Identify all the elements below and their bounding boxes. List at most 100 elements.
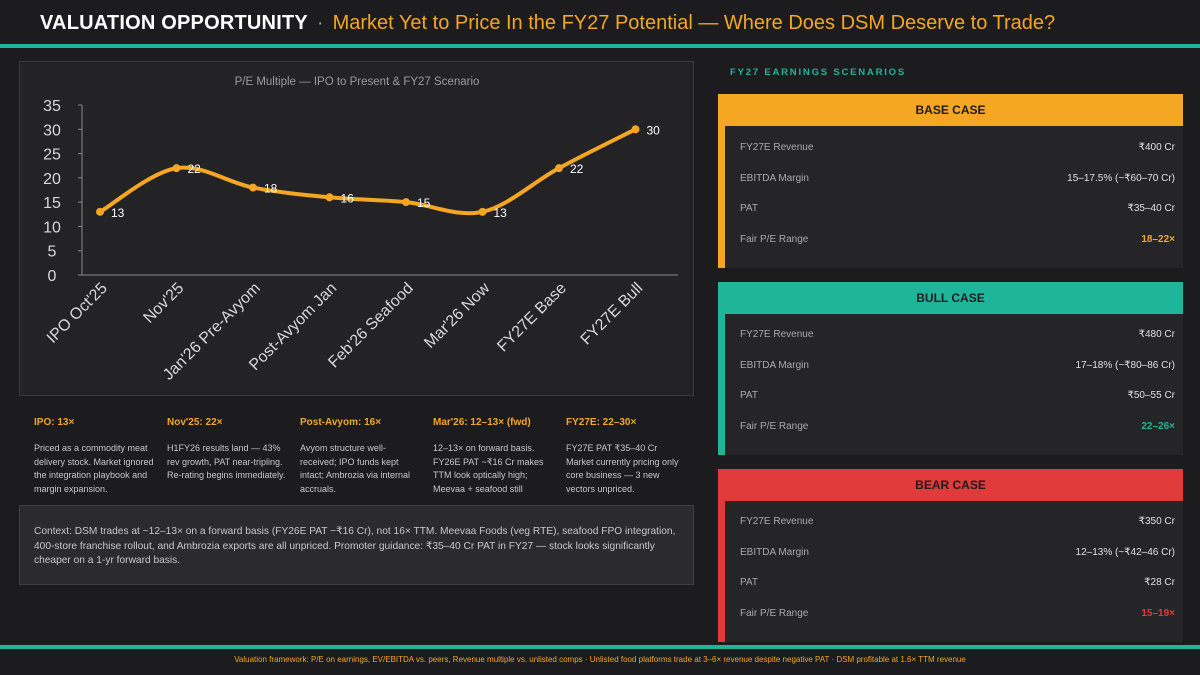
pe-data-point — [631, 125, 640, 134]
note-title: Nov'25: 22× — [167, 417, 223, 428]
row-label: EBITDA Margin — [740, 546, 809, 558]
base-case-card: BASE CASE FY27E Revenue ₹400 Cr EBITDA Ma… — [718, 94, 1183, 268]
note-body: Avyom structure well-received; IPO funds… — [300, 443, 411, 494]
row-label: PAT — [740, 576, 758, 588]
y-tick-label: 15 — [43, 195, 61, 212]
fair-pe-value: 18–22× — [1141, 233, 1175, 245]
pe-data-label: 16 — [341, 191, 355, 205]
bull-case-header: BULL CASE — [718, 282, 1183, 314]
row-label: Fair P/E Range — [740, 607, 809, 619]
scenario-row: Fair P/E Range 22–26× — [740, 418, 1175, 434]
scenario-row: Fair P/E Range 15–19× — [740, 605, 1175, 621]
pe-data-label: 13 — [111, 206, 125, 220]
pe-data-label: 15 — [417, 196, 431, 210]
y-tick-label: 30 — [43, 122, 61, 139]
row-label: EBITDA Margin — [740, 359, 809, 371]
pe-data-point — [555, 164, 563, 173]
y-tick-label: 20 — [43, 171, 61, 188]
note-mar26: Mar'26: 12–13× (fwd) 12–13× on forward b… — [433, 417, 553, 497]
pe-series-line — [98, 127, 638, 216]
scenario-row: Fair P/E Range 18–22× — [740, 231, 1175, 247]
row-label: FY27E Revenue — [740, 515, 814, 527]
row-value: ₹35–40 Cr — [1127, 202, 1176, 214]
page-title: VALUATION OPPORTUNITY — [40, 11, 308, 34]
context-box: Context: DSM trades at ~12–13× on a forw… — [19, 505, 694, 585]
row-label: FY27E Revenue — [740, 141, 814, 153]
pe-data-label: 22 — [570, 162, 584, 176]
pe-data-label: 18 — [264, 182, 278, 196]
row-value: 15–17.5% (~₹60–70 Cr) — [1067, 172, 1175, 184]
note-title: FY27E: 22–30× — [566, 417, 637, 428]
bear-case-card: BEAR CASE FY27E Revenue ₹350 Cr EBITDA Ma… — [718, 469, 1183, 642]
pe-data-point — [172, 164, 181, 173]
x-tick-label: FY27E Bull — [578, 280, 647, 349]
note-body: 12–13× on forward basis. FY26E PAT ~₹16 … — [433, 443, 544, 494]
row-value: ₹28 Cr — [1144, 576, 1175, 588]
x-tick-label: Nov'25 — [140, 280, 187, 327]
pe-data-point — [96, 207, 104, 216]
note-body: FY27E PAT ₹35–40 Cr Market currently pri… — [566, 443, 679, 494]
row-label: Fair P/E Range — [740, 233, 809, 245]
scenario-row: EBITDA Margin 17–18% (~₹80–86 Cr) — [740, 357, 1175, 373]
y-tick-label: 0 — [48, 268, 57, 285]
pe-chart-panel: P/E Multiple — IPO to Present & FY27 Sce… — [19, 61, 694, 396]
scenario-row: PAT ₹35–40 Cr — [740, 200, 1175, 216]
pe-data-point — [249, 183, 257, 192]
bull-case-accent-bar — [718, 282, 725, 455]
pe-data-point — [325, 193, 334, 202]
scenarios-title: FY27 EARNINGS SCENARIOS — [730, 67, 907, 78]
scenario-row: PAT ₹28 Cr — [740, 574, 1175, 590]
y-tick-label: 35 — [43, 98, 61, 115]
note-fy27e: FY27E: 22–30× FY27E PAT ₹35–40 Cr Market… — [566, 417, 686, 496]
note-post-avyom: Post-Avyom: 16× Avyom structure well-rec… — [300, 417, 420, 496]
milestone-notes: IPO: 13× Priced as a commodity meat deli… — [34, 417, 694, 497]
scenario-row: EBITDA Margin 15–17.5% (~₹60–70 Cr) — [740, 170, 1175, 186]
note-ipo: IPO: 13× Priced as a commodity meat deli… — [34, 417, 154, 496]
note-nov25: Nov'25: 22× H1FY26 results land — 43% re… — [167, 417, 287, 483]
title-separator: · — [316, 11, 324, 34]
y-tick-label: 5 — [48, 244, 57, 261]
row-value: ₹50–55 Cr — [1127, 389, 1176, 401]
pe-data-label: 22 — [188, 162, 202, 176]
pe-data-point — [478, 207, 487, 216]
row-value: ₹350 Cr — [1138, 515, 1175, 527]
x-tick-label: Mar'26 Now — [421, 279, 493, 351]
row-label: PAT — [740, 202, 758, 214]
base-case-header: BASE CASE — [718, 94, 1183, 126]
note-body: Priced as a commodity meat delivery stoc… — [34, 443, 154, 494]
row-label: PAT — [740, 389, 758, 401]
x-tick-label: Feb'26 Seafood — [325, 280, 417, 372]
note-title: Post-Avyom: 16× — [300, 417, 382, 428]
scenario-row: EBITDA Margin 12–13% (~₹42–46 Cr) — [740, 544, 1175, 560]
footer-note: Valuation framework: P/E on earnings, EV… — [234, 655, 966, 664]
row-value: ₹480 Cr — [1138, 328, 1175, 340]
scenario-row: FY27E Revenue ₹480 Cr — [740, 326, 1175, 342]
row-value: 12–13% (~₹42–46 Cr) — [1075, 546, 1175, 558]
bull-case-card: BULL CASE FY27E Revenue ₹480 Cr EBITDA Ma… — [718, 282, 1183, 455]
scenario-row: FY27E Revenue ₹400 Cr — [740, 139, 1175, 155]
base-case-accent-bar — [718, 94, 725, 268]
fair-pe-value: 22–26× — [1141, 420, 1175, 432]
row-value: 17–18% (~₹80–86 Cr) — [1075, 359, 1175, 371]
note-title: IPO: 13× — [34, 417, 75, 428]
scenario-row: FY27E Revenue ₹350 Cr — [740, 513, 1175, 529]
fair-pe-value: 15–19× — [1141, 607, 1175, 619]
note-title: Mar'26: 12–13× (fwd) — [433, 417, 531, 428]
bear-case-header: BEAR CASE — [718, 469, 1183, 501]
page-subtitle: Market Yet to Price In the FY27 Potentia… — [332, 11, 1056, 34]
page-header: VALUATION OPPORTUNITY · Market Yet to Pr… — [0, 0, 1200, 46]
scenario-row: PAT ₹50–55 Cr — [740, 387, 1175, 403]
row-label: Fair P/E Range — [740, 420, 809, 432]
y-tick-label: 10 — [43, 219, 61, 236]
pe-line-chart: P/E Multiple — IPO to Present & FY27 Sce… — [43, 76, 678, 384]
x-tick-label: IPO Oct'25 — [44, 280, 111, 347]
row-label: EBITDA Margin — [740, 172, 809, 184]
x-tick-label: FY27E Base — [494, 280, 570, 356]
row-value: ₹400 Cr — [1138, 141, 1175, 153]
row-label: FY27E Revenue — [740, 328, 814, 340]
pe-data-point — [402, 198, 410, 207]
footer-divider — [0, 645, 1200, 649]
chart-title: P/E Multiple — IPO to Present & FY27 Sce… — [235, 76, 480, 88]
pe-data-label: 30 — [647, 123, 661, 137]
pe-data-label: 13 — [494, 206, 508, 220]
